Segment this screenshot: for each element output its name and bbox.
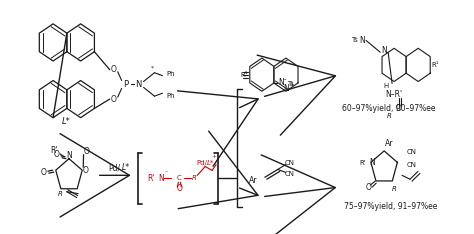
Text: N: N xyxy=(369,158,375,167)
Text: N: N xyxy=(66,151,72,160)
Text: *: * xyxy=(151,65,154,70)
Text: R': R' xyxy=(50,146,58,155)
Text: N: N xyxy=(381,46,387,55)
Text: O: O xyxy=(176,183,182,193)
Text: CN: CN xyxy=(407,149,417,155)
Text: O: O xyxy=(111,95,117,104)
Text: N: N xyxy=(278,78,284,88)
Text: O: O xyxy=(83,147,90,156)
Text: 60–97%yield, 90–97%ee: 60–97%yield, 90–97%ee xyxy=(342,104,436,113)
Text: H: H xyxy=(383,83,389,89)
Text: R¹: R¹ xyxy=(431,62,439,68)
Text: N: N xyxy=(159,174,164,183)
Text: R: R xyxy=(387,113,392,119)
Text: L*: L* xyxy=(62,117,71,126)
Text: L*: L* xyxy=(207,160,214,166)
Text: Ar: Ar xyxy=(249,176,257,185)
Text: O: O xyxy=(396,104,402,113)
Text: Ph: Ph xyxy=(166,71,175,77)
Text: CN: CN xyxy=(285,171,295,177)
Text: N: N xyxy=(136,80,142,89)
Text: +: + xyxy=(290,82,294,87)
Text: C: C xyxy=(177,175,182,181)
Text: CN: CN xyxy=(285,160,295,166)
Text: N: N xyxy=(283,84,289,93)
Text: Pd/: Pd/ xyxy=(109,163,121,172)
Text: O: O xyxy=(41,168,47,177)
Text: R: R xyxy=(57,191,62,197)
Text: N–R': N–R' xyxy=(385,90,402,99)
Text: O: O xyxy=(365,183,371,192)
Text: O: O xyxy=(111,65,117,74)
Text: O: O xyxy=(82,166,88,175)
Text: –: – xyxy=(165,169,168,174)
Text: Ph: Ph xyxy=(166,93,175,99)
Text: N: N xyxy=(359,36,365,45)
Text: CN: CN xyxy=(407,161,417,168)
Text: –: – xyxy=(283,76,287,82)
Text: +: + xyxy=(212,154,217,159)
Text: P: P xyxy=(123,80,128,89)
Text: O: O xyxy=(54,150,60,159)
Text: Ar: Ar xyxy=(385,139,393,148)
Text: 75–97%yield, 91–97%ee: 75–97%yield, 91–97%ee xyxy=(345,202,438,211)
Text: R': R' xyxy=(147,174,155,183)
Text: R: R xyxy=(192,175,197,181)
Text: Ts: Ts xyxy=(287,81,294,87)
Text: L*: L* xyxy=(122,163,130,172)
Text: Ts: Ts xyxy=(351,37,357,44)
Text: Pd/: Pd/ xyxy=(197,160,208,166)
Text: R': R' xyxy=(359,160,365,166)
Text: R¹: R¹ xyxy=(240,72,248,78)
Text: R: R xyxy=(392,186,397,192)
